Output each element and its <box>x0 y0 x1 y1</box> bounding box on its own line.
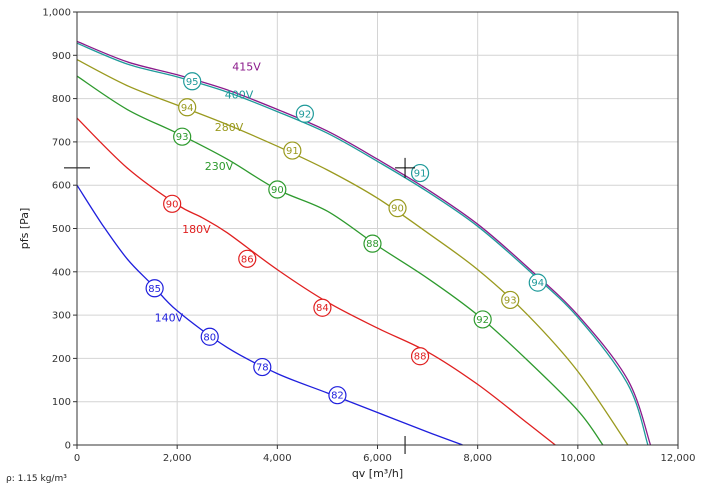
efficiency-marker-label: 85 <box>148 284 161 295</box>
operating-point-crosshair <box>64 157 416 454</box>
efficiency-marker-140V <box>145 279 164 298</box>
x-tick-label: 12,000 <box>661 453 696 464</box>
x-tick-label: 2,000 <box>163 453 192 464</box>
y-tick-label: 1,000 <box>42 8 71 19</box>
efficiency-markers: 95 92 91 94 94 91 90 93 93 90 88 92 90 86 84 88 85 80 78 82 <box>145 72 547 405</box>
efficiency-marker-180V <box>238 249 257 268</box>
efficiency-marker-label: 93 <box>176 132 189 143</box>
curve-label-400V: 400V <box>225 89 254 102</box>
efficiency-marker-label: 94 <box>181 103 194 114</box>
efficiency-marker-label: 82 <box>331 391 344 402</box>
efficiency-marker-label: 91 <box>286 146 299 157</box>
efficiency-marker-label: 90 <box>391 204 404 215</box>
efficiency-marker-label: 80 <box>203 332 216 343</box>
efficiency-marker-label: 92 <box>299 109 312 120</box>
efficiency-marker-140V <box>328 386 347 405</box>
curve-label-280V: 280V <box>215 121 244 134</box>
curve-400V <box>76 42 649 446</box>
y-tick-label: 700 <box>52 137 71 148</box>
curve-280V <box>76 59 629 446</box>
curve-label-415V: 415V <box>232 60 261 73</box>
efficiency-marker-280V <box>388 199 407 218</box>
grid-lines <box>76 11 679 446</box>
plot-frame <box>76 11 679 446</box>
efficiency-marker-label: 88 <box>414 352 427 363</box>
y-tick-label: 300 <box>52 311 71 322</box>
x-tick-label: 8,000 <box>463 453 492 464</box>
efficiency-marker-400V <box>183 72 202 91</box>
y-tick-label: 0 <box>65 441 71 452</box>
efficiency-marker-230V <box>363 234 382 253</box>
y-tick-label: 900 <box>52 51 71 62</box>
efficiency-marker-label: 91 <box>414 169 427 180</box>
efficiency-marker-label: 88 <box>366 239 379 250</box>
y-axis-title: pfs [Pa] <box>18 208 31 250</box>
efficiency-marker-label: 95 <box>186 77 199 88</box>
efficiency-marker-280V <box>501 290 520 310</box>
curve-label-180V: 180V <box>182 223 211 236</box>
efficiency-marker-label: 90 <box>166 199 179 210</box>
y-tick-label: 200 <box>52 354 71 365</box>
curve-415V <box>76 40 652 446</box>
density-footnote: ρ: 1.15 kg/m³ <box>6 474 67 484</box>
x-tick-label: 10,000 <box>560 453 595 464</box>
efficiency-marker-400V <box>410 163 430 183</box>
efficiency-marker-label: 90 <box>271 185 284 196</box>
curve-labels: 415V 400V 280V 230V 180V 140V <box>155 60 262 324</box>
curve-label-230V: 230V <box>205 160 234 173</box>
efficiency-marker-140V <box>253 357 272 377</box>
x-tick-label: 4,000 <box>263 453 292 464</box>
efficiency-marker-280V <box>283 141 302 160</box>
efficiency-marker-230V <box>473 310 492 329</box>
efficiency-marker-180V <box>410 347 430 366</box>
y-tick-label: 100 <box>52 397 71 408</box>
efficiency-marker-label: 93 <box>504 295 517 306</box>
efficiency-marker-label: 94 <box>531 278 544 289</box>
efficiency-marker-400V <box>528 273 547 292</box>
efficiency-marker-label: 78 <box>256 363 269 374</box>
y-tick-label: 600 <box>52 181 71 192</box>
y-tick-label: 500 <box>52 224 71 235</box>
efficiency-marker-230V <box>268 180 287 199</box>
curve-140V <box>76 184 463 446</box>
x-tick-label: 6,000 <box>363 453 392 464</box>
efficiency-marker-label: 86 <box>241 254 254 265</box>
curve-label-140V: 140V <box>155 312 184 325</box>
x-axis-title: qv [m³/h] <box>352 467 403 480</box>
y-tick-label: 400 <box>52 267 71 278</box>
efficiency-marker-label: 92 <box>476 315 489 326</box>
efficiency-marker-180V <box>313 298 332 317</box>
efficiency-marker-230V <box>173 127 192 146</box>
y-tick-label: 800 <box>52 94 71 105</box>
efficiency-marker-400V <box>295 104 314 123</box>
efficiency-marker-180V <box>163 194 182 213</box>
efficiency-marker-140V <box>200 327 219 346</box>
efficiency-marker-label: 84 <box>316 303 329 314</box>
axis-ticks: 0 2,000 4,000 6,000 8,000 10,000 12,000 0 100 200… <box>42 8 695 465</box>
efficiency-marker-280V <box>178 98 197 117</box>
x-tick-label: 0 <box>74 453 80 464</box>
